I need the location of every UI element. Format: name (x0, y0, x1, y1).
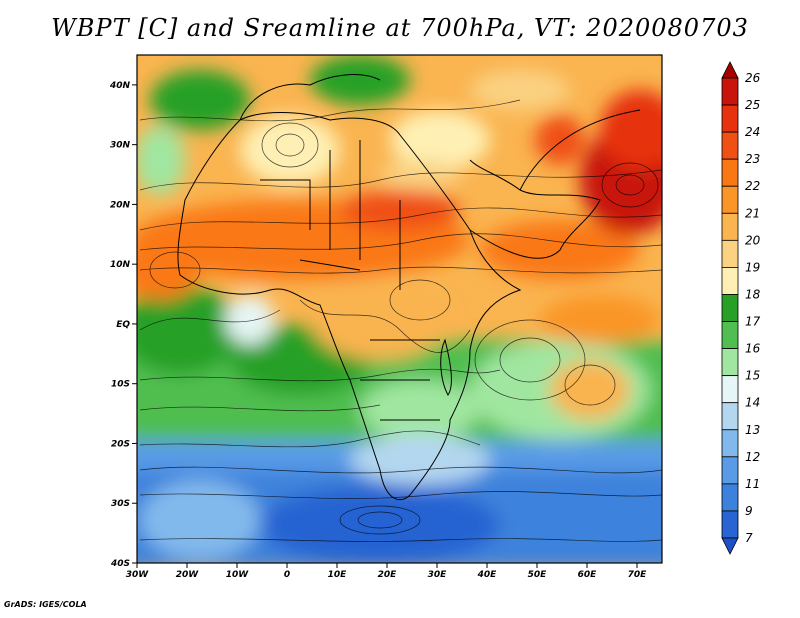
lat-tick-label: 30N (110, 141, 131, 151)
lat-tick-label: 10N (110, 260, 131, 270)
colorbar-label: 23 (745, 152, 760, 166)
colorbar-segment (721, 267, 739, 295)
colorbar-segment (721, 185, 739, 214)
colorbar-label: 25 (745, 98, 760, 112)
colorbar-top-arrow (721, 61, 739, 79)
colorbar-segment (721, 77, 739, 106)
colorbar-label: 11 (745, 477, 760, 491)
lon-tick-label: 20W (176, 570, 200, 580)
streamlines (139, 99, 662, 542)
lon-tick-label: 0 (284, 570, 290, 580)
colorbar-label: 21 (745, 206, 760, 220)
colorbar-label: 12 (745, 450, 760, 464)
colorbar-segment (721, 294, 739, 322)
colorbar-label: 17 (745, 315, 761, 329)
colorbar-segment (721, 483, 739, 512)
colorbar-segment (721, 104, 739, 133)
lon-tick-label: 60E (578, 570, 598, 580)
lat-tick-label: 30S (111, 499, 130, 509)
colorbar-segment (721, 402, 739, 431)
colorbar-label: 20 (745, 233, 761, 247)
lat-tick-label: 20S (111, 439, 130, 449)
lat-tick-label: 40N (109, 81, 131, 91)
colorbar-label: 16 (745, 342, 761, 356)
colorbar-segment (721, 321, 739, 349)
colorbar-bottom-arrow (721, 537, 739, 555)
lat-tick-label: EQ (116, 320, 130, 330)
colorbar-label: 7 (745, 531, 753, 545)
lat-tick-label: 40S (110, 559, 130, 569)
colorbar-label: 9 (745, 504, 753, 518)
chart-title: WBPT [C] and Sreamline at 700hPa, VT: 20… (51, 14, 749, 42)
colorbar-segment (721, 158, 739, 187)
lon-tick-label: 30E (428, 570, 448, 580)
colorbar-label: 22 (745, 179, 760, 193)
colorbar-segment (721, 131, 739, 160)
colorbar-label: 13 (745, 423, 760, 437)
colorbar-label: 19 (745, 260, 760, 274)
colorbar-segment (721, 510, 739, 539)
map-axes: 30W 20W 10W 0 10E 20E 30E 40E 50E 60E 70E 40N 30N 20N… (109, 81, 647, 580)
lon-tick-label: 70E (628, 570, 648, 580)
coastlines-borders (177, 74, 641, 501)
wbpt-shaded-field (137, 55, 662, 563)
colorbar-segment (721, 239, 739, 268)
lon-tick-label: 30W (126, 570, 150, 580)
colorbar-label: 24 (745, 125, 760, 139)
colorbar-segment (721, 429, 739, 458)
colorbar-segment (721, 212, 739, 241)
colorbar-label: 15 (745, 369, 760, 383)
colorbar-label: 18 (745, 287, 761, 301)
colorbar-segment (721, 375, 739, 404)
lon-tick-label: 10E (328, 570, 348, 580)
colorbar-label: 26 (745, 71, 761, 85)
lon-tick-label: 50E (528, 570, 548, 580)
plot-frame (136, 54, 663, 564)
colorbar-segment (721, 348, 739, 377)
colorbar-label: 14 (745, 396, 760, 410)
colorbar: 26 25 24 23 22 21 20 19 18 17 16 15 14 13 12 11 9 7 (721, 61, 761, 555)
lon-tick-label: 40E (477, 570, 498, 580)
colorbar-segment (721, 456, 739, 485)
lat-tick-label: 20N (110, 200, 131, 210)
lon-tick-label: 10W (226, 570, 250, 580)
grads-credit: GrADS: IGES/COLA (4, 600, 87, 609)
lat-tick-label: 10S (111, 380, 130, 390)
lon-tick-label: 20E (378, 570, 398, 580)
